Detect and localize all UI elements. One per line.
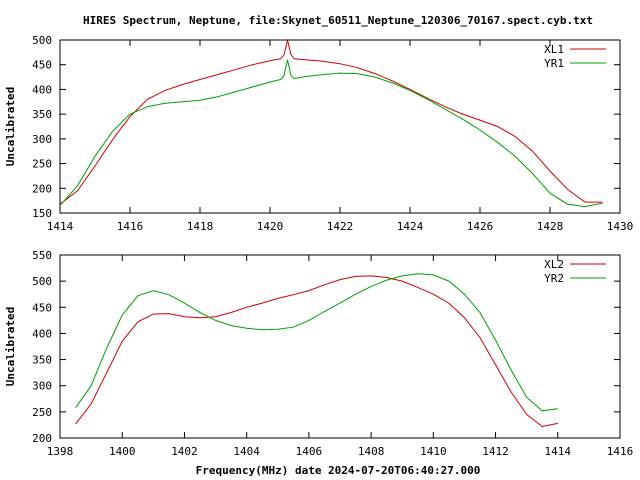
y-tick-label: 450 <box>32 59 52 72</box>
y-tick-label: 200 <box>32 182 52 195</box>
x-tick-label: 1402 <box>171 445 198 458</box>
series-line-xl2 <box>75 275 558 428</box>
series-line-yr1 <box>59 59 603 208</box>
series-line-xl1 <box>59 39 603 205</box>
plot-1: 1414 1416 1418 1420 1422 1424 1426 1428 1430 150 2… <box>4 34 633 233</box>
y-tick-label: 250 <box>32 406 52 419</box>
legend-label-yr1: YR1 <box>544 57 564 70</box>
x-tick-label: 1416 <box>607 445 634 458</box>
x-tick-label: 1424 <box>397 220 424 233</box>
legend-label-yr2: YR2 <box>544 272 564 285</box>
x-tick-label: 1410 <box>420 445 447 458</box>
y-tick-label: 500 <box>32 275 52 288</box>
y-tick-label: 350 <box>32 108 52 121</box>
x-tick-label: 1408 <box>358 445 385 458</box>
plot-frame <box>59 254 621 439</box>
x-tick-label: 1414 <box>545 445 572 458</box>
x-tick-label: 1416 <box>117 220 144 233</box>
x-tick-label: 1404 <box>233 445 260 458</box>
y-axis-label: Uncalibrated <box>4 307 17 386</box>
x-tick-label: 1428 <box>537 220 564 233</box>
plot-frame <box>59 39 621 214</box>
y-axis-label: Uncalibrated <box>4 87 17 166</box>
x-tick-label: 1422 <box>327 220 354 233</box>
legend-label-xl1: XL1 <box>544 43 564 56</box>
y-tick-label: 300 <box>32 133 52 146</box>
x-tick-label: 1400 <box>109 445 136 458</box>
chart-title: HIRES Spectrum, Neptune, file:Skynet_605… <box>83 14 593 27</box>
y-tick-label: 300 <box>32 380 52 393</box>
y-tick-label: 450 <box>32 301 52 314</box>
legend-label-xl2: XL2 <box>544 258 564 271</box>
y-tick-label: 350 <box>32 354 52 367</box>
y-tick-label: 550 <box>32 249 52 262</box>
series-line-yr2 <box>75 273 558 412</box>
x-tick-label: 1418 <box>187 220 214 233</box>
x-axis-label: Frequency(MHz) date 2024-07-20T06:40:27.… <box>196 464 481 477</box>
x-tick-label: 1406 <box>296 445 323 458</box>
x-tick-label: 1420 <box>257 220 284 233</box>
y-tick-label: 500 <box>32 34 52 47</box>
y-tick-label: 400 <box>32 327 52 340</box>
y-tick-label: 150 <box>32 207 52 220</box>
plots: 1414 1416 1418 1420 1422 1424 1426 1428 1430 150 2… <box>4 34 633 458</box>
x-tick-label: 1412 <box>482 445 509 458</box>
y-tick-label: 200 <box>32 432 52 445</box>
x-tick-label: 1414 <box>47 220 74 233</box>
y-tick-label: 250 <box>32 158 52 171</box>
plot-2: 1398 1400 1402 1404 1406 1408 1410 1412 1414 1416… <box>4 249 633 458</box>
x-tick-label: 1398 <box>47 445 74 458</box>
x-tick-label: 1430 <box>607 220 634 233</box>
y-tick-label: 400 <box>32 83 52 96</box>
x-tick-label: 1426 <box>467 220 494 233</box>
